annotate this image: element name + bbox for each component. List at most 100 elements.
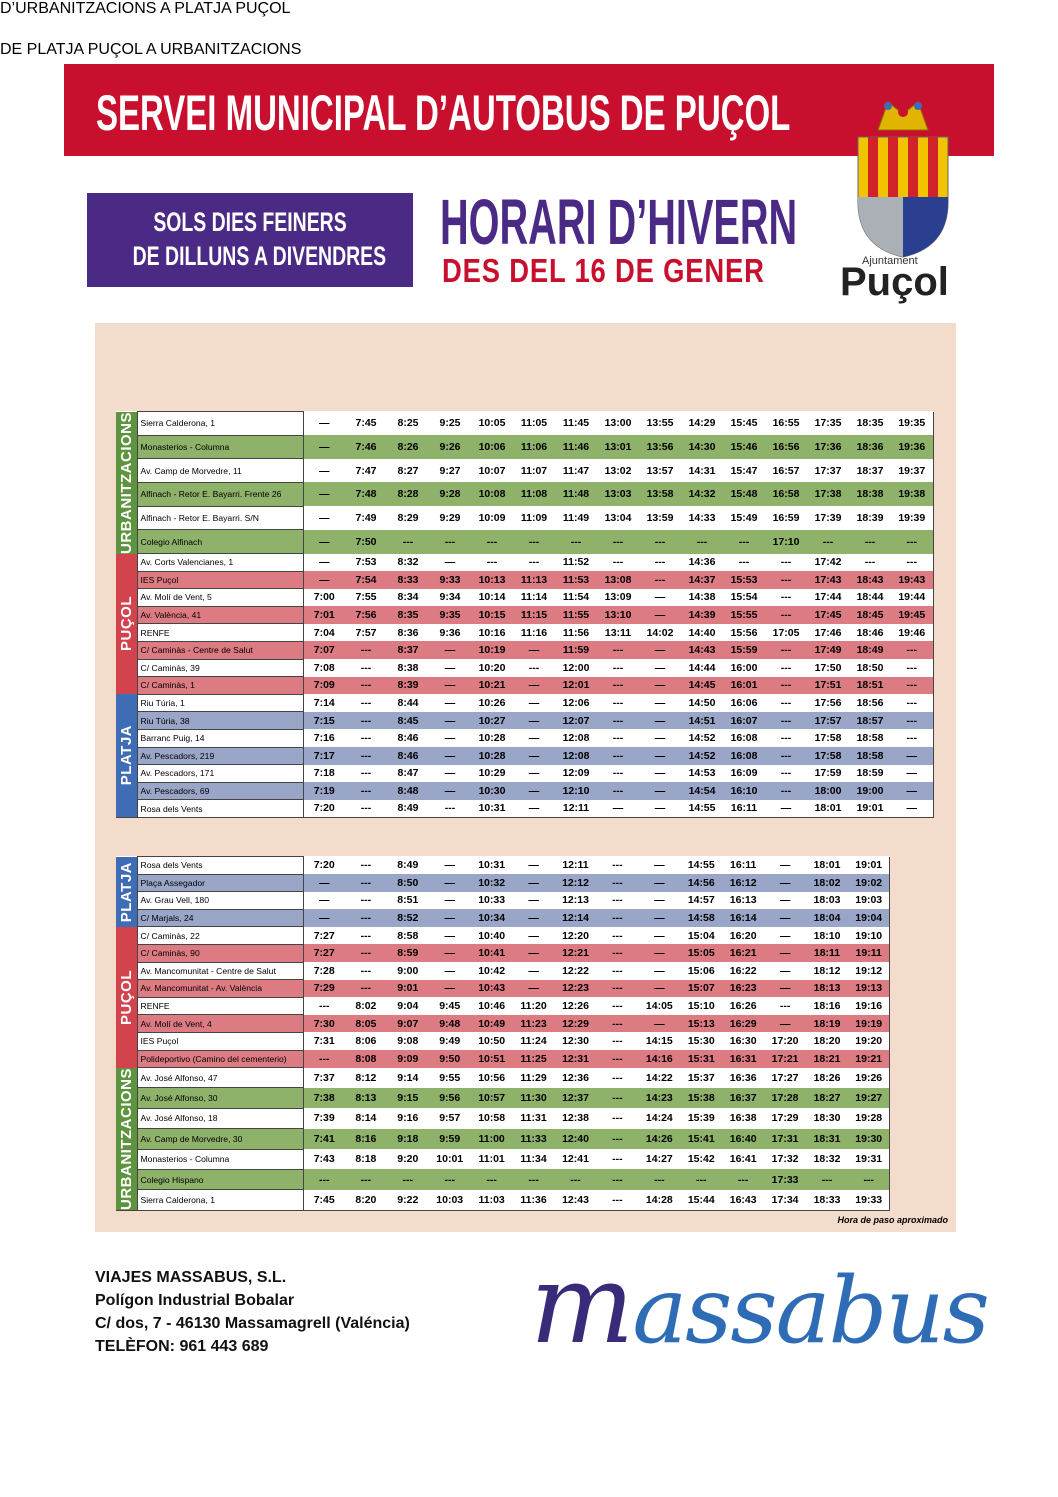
time: 15:37 xyxy=(687,1071,715,1084)
time: 16:13 xyxy=(729,894,757,907)
time: --- xyxy=(780,591,792,604)
time: — xyxy=(318,912,330,925)
stop-name: Av. Mancomunitat - Av. València xyxy=(136,979,304,998)
time: — xyxy=(654,894,665,907)
section-label: URBANITZACIONS xyxy=(117,411,135,554)
time: 9:01 xyxy=(397,982,419,995)
stop-name: Riu Túria, 38 xyxy=(136,711,304,730)
time: — xyxy=(528,785,540,798)
time: 14:45 xyxy=(688,679,716,692)
stop-name: Av. Pescadors, 69 xyxy=(136,781,304,801)
time: 10:42 xyxy=(478,964,506,977)
time: 8:38 xyxy=(397,661,419,674)
time: 13:57 xyxy=(646,464,674,477)
time: 16:10 xyxy=(730,785,758,798)
time: --- xyxy=(737,1173,749,1186)
time: — xyxy=(779,876,791,889)
time: 12:06 xyxy=(562,697,590,710)
time: --- xyxy=(612,1035,623,1048)
time: 14:05 xyxy=(645,1000,673,1013)
time: — xyxy=(779,894,791,907)
time: --- xyxy=(780,644,792,657)
time: --- xyxy=(528,1173,539,1186)
title: SERVEI MUNICIPAL D’AUTOBUS DE PUÇOL xyxy=(96,85,791,141)
time: 16:41 xyxy=(729,1153,757,1166)
time: 16:01 xyxy=(730,679,758,692)
stop-row: Av. José Alfonso, 18 7:39 8:14 9:16 9:57 10:5… xyxy=(116,1107,890,1130)
time: --- xyxy=(402,535,414,548)
time: 17:42 xyxy=(814,556,842,569)
time: 14:39 xyxy=(688,609,716,622)
time: 7:37 xyxy=(313,1071,335,1084)
time: — xyxy=(444,767,456,780)
time: 15:42 xyxy=(687,1153,715,1166)
time: --- xyxy=(318,1173,330,1186)
time: 9:48 xyxy=(439,1017,461,1030)
time: 11:33 xyxy=(520,1132,547,1145)
time: 17:51 xyxy=(814,679,842,692)
time: 8:26 xyxy=(397,440,419,453)
time: 14:57 xyxy=(687,894,715,907)
rows: PLATJA Rosa dels Vents 7:20 --- 8:49 — 10:31 — 1… xyxy=(116,856,890,1211)
time: — xyxy=(444,876,455,889)
time: — xyxy=(528,859,539,872)
time: --- xyxy=(780,573,792,586)
time: — xyxy=(528,644,540,657)
time: --- xyxy=(444,802,456,815)
time: 11:46 xyxy=(562,440,590,453)
time: 7:09 xyxy=(313,679,335,692)
time: 18:26 xyxy=(813,1071,841,1084)
section-cell: PUÇOL xyxy=(116,926,137,1068)
time: 18:51 xyxy=(856,679,884,692)
time: 8:28 xyxy=(397,488,419,501)
time: --- xyxy=(402,1173,414,1186)
time: 17:59 xyxy=(814,767,842,780)
time: 12:12 xyxy=(562,876,589,889)
days-line: SOLS DIES FEINERS xyxy=(153,207,347,237)
time: 10:09 xyxy=(478,511,506,524)
time: 7:29 xyxy=(313,982,335,995)
time: 7:49 xyxy=(355,511,377,524)
time: 19:13 xyxy=(855,982,883,995)
time: 18:43 xyxy=(856,573,884,586)
table-title-bar: D’URBANITZACIONS A PLATJA PUÇOL xyxy=(0,0,817,41)
time: — xyxy=(654,912,665,925)
time: 13:03 xyxy=(604,488,632,501)
time: --- xyxy=(318,1000,330,1013)
time: 10:05 xyxy=(478,417,506,430)
time: — xyxy=(779,1017,791,1030)
time: 17:10 xyxy=(772,535,800,548)
stop-row: PLATJA Riu Túria, 1 7:14 --- 8:44 — 10:26 — 12:0… xyxy=(116,693,933,818)
time: 11:59 xyxy=(562,644,590,657)
time: — xyxy=(319,556,330,569)
time: 17:28 xyxy=(771,1092,799,1105)
time: 15:06 xyxy=(687,964,715,977)
time: 14:31 xyxy=(688,464,716,477)
time: --- xyxy=(612,947,623,960)
time: — xyxy=(654,679,666,692)
time: 9:29 xyxy=(439,511,461,524)
time: 18:44 xyxy=(856,591,884,604)
time: 18:58 xyxy=(856,732,884,745)
time: --- xyxy=(822,535,834,548)
stop-row: Alfinach - Retor E. Bayarri. S/N — 7:49 8:2… xyxy=(116,505,933,531)
time: — xyxy=(444,912,455,925)
time: 17:58 xyxy=(814,749,842,762)
stop-name: Av. Camp de Morvedre, 11 xyxy=(136,458,304,483)
stop-name: Rosa dels Vents xyxy=(136,799,304,818)
stop-row: Colegio Alfinach — 7:50 --- --- --- --- --- --- -… xyxy=(116,529,933,554)
time: --- xyxy=(360,644,372,657)
time: 19:27 xyxy=(855,1092,883,1105)
time: --- xyxy=(360,964,372,977)
time: — xyxy=(444,556,456,569)
time: 13:11 xyxy=(604,626,632,639)
time: 19:16 xyxy=(855,1000,883,1013)
time: 14:16 xyxy=(645,1052,673,1065)
time: 16:23 xyxy=(729,982,757,995)
time: 18:57 xyxy=(856,714,884,727)
time: — xyxy=(528,714,540,727)
time: 7:50 xyxy=(355,535,377,548)
time: 9:59 xyxy=(439,1132,461,1145)
company-line: C/ dos, 7 - 46130 Massamagrell (Valéncia… xyxy=(95,1315,410,1332)
time: 19:01 xyxy=(855,859,883,872)
